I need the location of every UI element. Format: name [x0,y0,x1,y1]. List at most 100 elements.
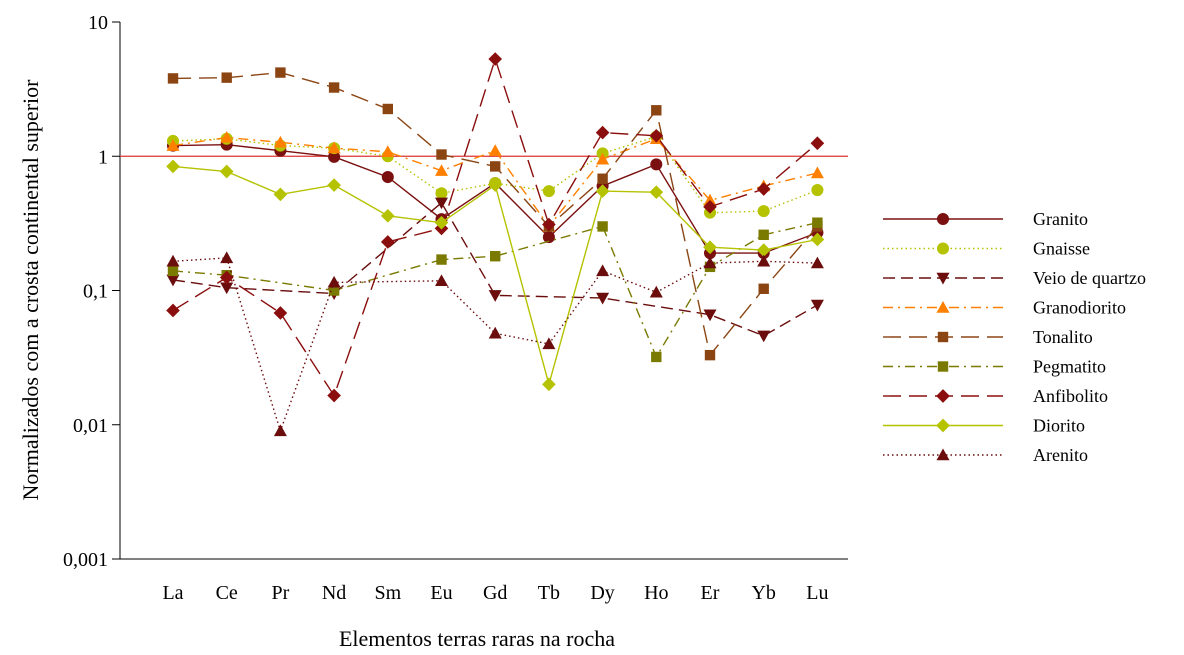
legend-label: Arenito [1033,445,1088,465]
series-group [166,52,825,437]
legend-item: Anfibolito [883,386,1108,406]
data-point [488,326,502,339]
x-tick-label: Gd [483,582,507,604]
series-line [172,56,818,398]
data-point [490,161,501,172]
data-point [275,67,286,78]
y-tick-label: 0,01 [73,415,108,437]
legend-label: Veio de quartzo [1033,268,1146,288]
data-point [936,418,950,433]
data-point [382,103,393,115]
legend-label: Diorito [1033,416,1085,436]
data-point [327,388,341,403]
data-point [380,208,395,223]
data-point [221,72,232,83]
x-tick-label: Ce [216,582,238,604]
data-point [167,73,179,84]
legend-item: Granito [883,209,1088,229]
x-tick-label: Eu [430,582,452,604]
legend-label: Anfibolito [1033,386,1108,406]
legend-item: Gnaisse [883,239,1090,259]
data-point [810,166,824,179]
y-tick-label: 10 [88,12,108,34]
legend-item: Veio de quartzo [883,268,1146,288]
data-point [328,285,340,296]
series-line [172,165,818,387]
data-point [596,152,610,165]
series-line [172,222,818,359]
data-point [220,282,234,295]
data-point [166,139,180,151]
data-point [381,145,395,157]
data-point [651,351,662,363]
data-point [936,272,950,285]
legend-item: Arenito [883,445,1088,465]
x-tick-label: Lu [806,582,828,604]
data-point [757,330,771,343]
y-tick-label: 0,1 [83,281,108,303]
data-point [381,171,394,184]
x-axis-title: Elementos terras raras na rocha [339,626,615,651]
data-point [327,275,341,288]
data-point [166,274,180,287]
data-point [166,254,180,267]
data-point [597,173,608,184]
series-veio-de-quartzo [166,197,824,343]
legend: Granito Gnaisse Veio de quartzo Granodiorit… [883,209,1146,465]
data-point [937,331,949,343]
data-point [757,254,771,267]
series-arenito [166,251,824,437]
data-point [542,217,556,232]
data-point [219,270,234,285]
data-point [704,349,716,361]
data-point [273,306,288,320]
series-line [172,201,818,337]
y-tick-label: 1 [98,146,108,168]
data-point [649,285,663,298]
data-point [542,377,556,392]
series-line [172,257,818,434]
x-tick-label: Dy [590,582,614,604]
data-point [812,217,823,228]
data-point [936,448,950,461]
data-point [488,178,503,192]
x-tick-label: Er [701,582,720,604]
data-point [596,292,610,305]
data-point [756,182,771,196]
data-point [756,243,771,257]
data-point [219,164,234,179]
data-point [435,274,448,287]
x-tick-label: Tb [538,582,560,604]
data-point [758,283,769,294]
data-point [435,164,448,176]
series-granito [166,138,824,260]
x-tick-label: Yb [751,582,775,604]
data-point [220,130,234,143]
data-point [488,144,502,156]
data-point [273,187,288,202]
data-point [490,251,501,262]
data-point [936,301,950,313]
data-point [435,187,448,200]
axes: 10 1 0,1 0,01 0,001 La Ce Pr Nd Sm Eu Gd Tb Dy Ho Er Yb L… [63,12,848,604]
data-point [273,135,287,148]
data-point [542,337,556,350]
data-point [810,299,824,312]
data-point [757,205,770,218]
series-anfibolito [166,52,825,403]
data-point [811,184,824,197]
data-point [595,125,610,140]
series-line [172,143,818,254]
data-point [703,240,717,255]
data-point [810,136,825,151]
data-point [758,229,769,240]
x-tick-label: Sm [374,582,401,604]
legend-label: Gnaisse [1033,239,1090,259]
data-point [936,242,950,255]
legend-item: Granodiorito [883,298,1126,318]
data-point [936,389,950,403]
data-point [810,256,824,269]
legend-item: Pegmatito [883,357,1106,377]
data-point [434,215,449,230]
